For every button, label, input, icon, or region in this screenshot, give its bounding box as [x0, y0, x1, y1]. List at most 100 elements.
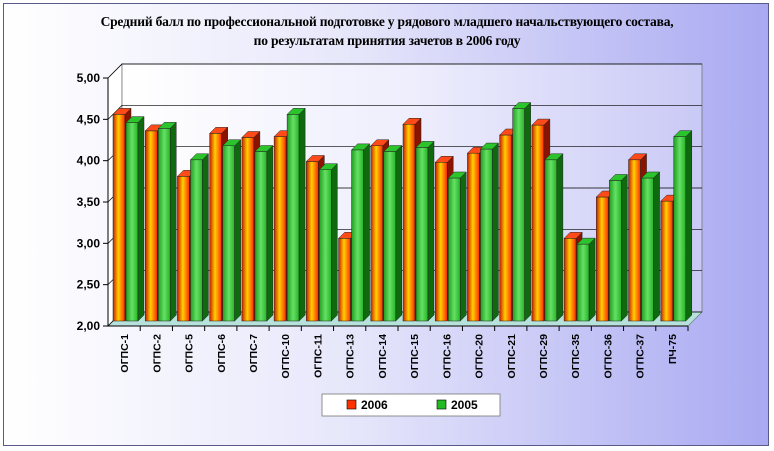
bar-front [177, 176, 190, 322]
bar-front [144, 130, 158, 322]
bar [318, 163, 338, 322]
bar-front [112, 114, 126, 322]
bar-side [363, 143, 370, 322]
bar [447, 171, 467, 322]
bar [350, 143, 371, 322]
x-tick-label: ОГПС-29 [538, 334, 550, 379]
bar-side [459, 171, 467, 322]
legend-label: 2006 [361, 398, 388, 412]
chart-title-line-1: Средний балл по профессиональной подгото… [100, 14, 674, 29]
bar-front [125, 122, 139, 322]
bar-front [544, 159, 558, 322]
bar [383, 144, 403, 322]
bar-side [621, 173, 628, 322]
bar [608, 173, 628, 322]
bar-side [395, 144, 403, 322]
bar-top [627, 153, 648, 161]
bar [125, 115, 145, 322]
bar-front [673, 136, 687, 322]
bar-front [447, 177, 461, 322]
bar-top [222, 139, 242, 146]
x-tick-label: ОГПС-5 [184, 334, 196, 373]
bar-top [370, 139, 390, 146]
x-tick-label: ОГПС-1 [119, 334, 131, 373]
gridline [107, 63, 702, 79]
bar-side [298, 107, 306, 322]
bar-front [576, 243, 590, 322]
y-tick-label: 2,50 [77, 278, 101, 292]
bar-side [653, 171, 660, 322]
bar-front [596, 196, 609, 322]
bar-top [241, 131, 261, 138]
bar [254, 144, 274, 322]
x-tick-label: ОГПС-7 [248, 334, 260, 373]
bar-front [402, 124, 416, 322]
bar-top [112, 108, 132, 115]
bar-front [157, 128, 171, 322]
bar [512, 101, 532, 322]
bar-front [531, 124, 545, 322]
x-tick-label: ОГПС-20 [474, 334, 486, 379]
bar-top [608, 174, 628, 181]
bar-front [338, 238, 351, 322]
x-tick-label: ПЧ-75 [667, 334, 679, 364]
bar [189, 153, 210, 322]
bar-top [415, 141, 435, 148]
bar-top [305, 155, 325, 162]
bar-top [254, 145, 274, 152]
bar-side [202, 153, 209, 322]
legend-swatch [346, 399, 357, 410]
bar-front [209, 133, 222, 322]
bar-front [628, 159, 641, 322]
y-tick-label: 4,00 [77, 154, 101, 168]
x-tick-label: ОГПС-10 [280, 334, 292, 379]
x-tick-label: ОГПС-16 [441, 334, 453, 379]
y-tick-label: 2,00 [77, 319, 101, 333]
chart-title-line-2: по результатам принятия зачетов в 2006 г… [253, 33, 521, 48]
bar [479, 142, 500, 322]
x-tick-label: ОГПС-37 [635, 334, 647, 379]
bar-side [266, 144, 274, 322]
bar-top [189, 153, 210, 161]
bar-side [524, 101, 531, 322]
bar-top [434, 156, 454, 163]
bar-side [234, 139, 241, 322]
bar-top [673, 130, 693, 137]
bar-front [370, 145, 384, 322]
bar-top [318, 163, 338, 170]
bar-front [286, 114, 300, 322]
y-tick-label: 3,50 [77, 195, 101, 209]
bar [640, 171, 661, 322]
bar [286, 107, 306, 322]
x-tick-label: ОГПС-36 [602, 334, 614, 379]
bar-top [576, 237, 596, 245]
bar [157, 121, 177, 322]
bar-top [286, 108, 306, 115]
bar-top [563, 232, 583, 239]
bar-front [563, 238, 577, 322]
bar-front [383, 151, 397, 322]
bar [576, 237, 596, 322]
bar-front [319, 169, 332, 322]
legend-label: 2005 [451, 398, 478, 412]
bar-side [427, 140, 435, 322]
bar-side [685, 130, 693, 322]
bar-top [640, 171, 661, 179]
bar-front [190, 159, 203, 322]
bar-top [512, 102, 532, 109]
gridline [107, 104, 702, 120]
bar-side [492, 142, 499, 322]
bar-top [157, 122, 177, 129]
bar-side [169, 121, 177, 322]
bar [222, 139, 242, 322]
bar [415, 140, 435, 322]
bar-side [331, 163, 338, 322]
bar-front [467, 152, 480, 322]
bar-side [137, 115, 145, 322]
bar-top [447, 171, 467, 179]
bar-top [209, 127, 229, 134]
x-tick-label: ОГПС-6 [216, 334, 228, 373]
y-tick-label: 3,00 [77, 236, 101, 250]
bar [673, 130, 693, 322]
